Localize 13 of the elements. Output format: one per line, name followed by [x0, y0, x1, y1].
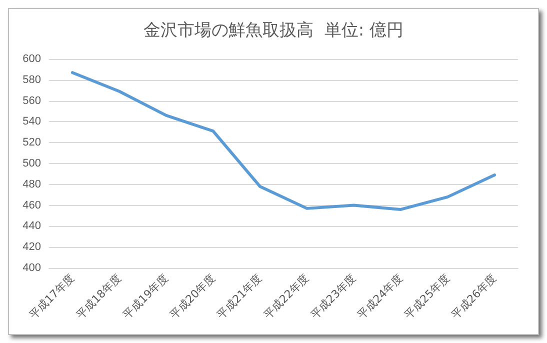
y-tick-label: 520 [22, 136, 41, 149]
chart-title: 金沢市場の鮮魚取扱高 単位: 億円 [144, 20, 404, 40]
y-tick-label: 480 [22, 178, 41, 190]
y-tick-label: 580 [22, 74, 41, 86]
y-tick-label: 440 [22, 220, 41, 232]
y-tick-label: 500 [22, 158, 41, 170]
line-series [70, 71, 496, 211]
y-tick-label: 560 [22, 94, 41, 107]
y-tick-label: 460 [22, 199, 41, 212]
y-tick-label: 420 [22, 241, 41, 254]
y-tick-label: 600 [22, 53, 41, 65]
y-tick-label: 540 [22, 116, 41, 128]
y-tick-label: 400 [22, 262, 41, 274]
